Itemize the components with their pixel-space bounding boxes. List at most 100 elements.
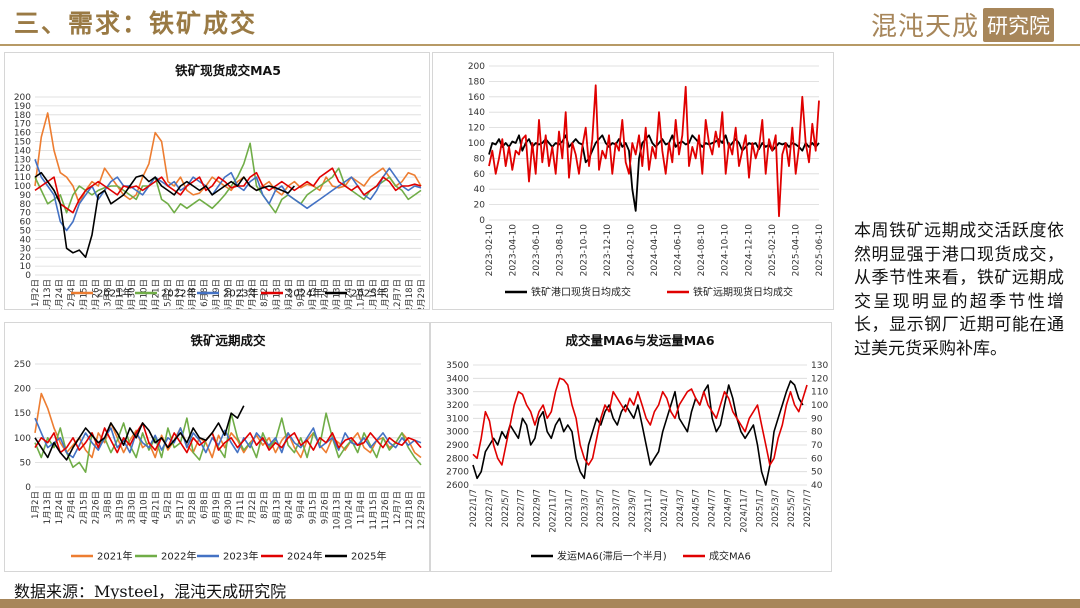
x-tick-label: 9月26日 [321, 491, 331, 524]
x-tick-label: 1月2日 [31, 491, 41, 519]
y-tick-label: 40 [474, 185, 486, 195]
x-tick-label: 12月7日 [393, 491, 403, 524]
x-tick-label: 2023/9/7 [628, 489, 638, 527]
x-tick-label: 3月19日 [115, 491, 125, 524]
x-tick-label: 2月4日 [67, 491, 77, 519]
x-tick-label: 5月28日 [188, 491, 198, 524]
series-line-3 [34, 422, 422, 454]
x-tick-label: 1月24日 [55, 279, 65, 309]
y-tick-label: 180 [14, 111, 31, 121]
y2-tick-label: 90 [811, 414, 823, 424]
y-tick-label: 60 [474, 170, 486, 180]
x-tick-label: 5月17日 [176, 279, 186, 309]
y-tick-label: 2600 [446, 481, 469, 491]
x-tick-label: 2024/1/7 [660, 489, 670, 527]
x-tick-label: 2024-02-10 [626, 224, 636, 277]
x-tick-label: 6月8日 [200, 491, 210, 519]
x-tick-label: 2月15日 [79, 491, 89, 524]
y-tick-label: 90 [20, 191, 32, 201]
chart-spot-ma5: 铁矿现货成交MA5 0102030405060708090100110120130… [14, 63, 427, 309]
y2-tick-label: 80 [811, 428, 823, 438]
x-tick-label: 8月24日 [284, 279, 294, 309]
x-tick-label: 2023-12-10 [603, 224, 613, 277]
x-tick-label: 8月13日 [272, 491, 282, 524]
y-tick-label: 160 [14, 129, 31, 139]
chart-panel-volume-shipment: 成交量MA6与发运量MA6 2600 2700 2800 2900 3000 3100 320… [430, 322, 832, 572]
x-tick-label: 4月21日 [152, 491, 162, 524]
page-title: 三、需求：铁矿成交 [14, 9, 258, 38]
chart-title: 铁矿远期成交 [190, 333, 266, 348]
y-tick-label: 190 [14, 102, 31, 112]
x-tick-label: 2024-06-10 [674, 224, 684, 277]
x-tick-label: 2023-10-10 [579, 224, 589, 277]
chart-panel-forward: 铁矿远期成交 0 50 100 150 200 250 1月2日 1月13日 1月24日 2月4日 2… [4, 322, 430, 572]
y-tick-label: 130 [14, 155, 31, 165]
x-tick-label: 2024/5/7 [692, 489, 702, 527]
x-tick-label: 12月18日 [405, 279, 415, 309]
y2-tick-label: 120 [811, 374, 828, 384]
series-line-1 [472, 377, 808, 466]
y-tick-label: 180 [468, 77, 485, 87]
x-tick-label: 3月8日 [103, 279, 113, 307]
legend-label: 2025年 [351, 287, 386, 300]
data-source: 数据来源：Mysteel，混沌天成研究院 [14, 582, 287, 601]
x-tick-label: 8月24日 [284, 491, 294, 524]
x-tick-label: 10月24日 [345, 491, 355, 530]
x-tick-label: 2023-02-10 [485, 224, 495, 277]
y-tick-label: 50 [20, 458, 32, 468]
x-tick-label: 7月11日 [236, 279, 246, 309]
y-tick-label: 160 [468, 93, 485, 103]
legend-label: 2021年 [97, 550, 132, 563]
x-tick-label: 3月8日 [103, 491, 113, 519]
series-line-0 [472, 380, 804, 486]
x-tick-label: 3月19日 [115, 279, 125, 309]
legend-label: 2024年 [287, 550, 322, 563]
x-tick-label: 2023/7/7 [612, 489, 622, 527]
legend-label: 成交MA6 [709, 550, 751, 563]
y-tick-label: 3200 [446, 401, 469, 411]
logo-text: 混沌天成 [870, 12, 979, 42]
y-tick-label: 70 [20, 209, 32, 219]
legend-label: 2023年 [223, 287, 258, 300]
y-tick-label: 3400 [446, 374, 469, 384]
logo-box: 研究院 [983, 7, 1054, 42]
x-tick-label: 9月4日 [296, 491, 306, 519]
x-tick-label: 11月15日 [369, 279, 379, 309]
x-tick-label: 6月30日 [224, 279, 234, 309]
y-tick-label: 0 [25, 483, 31, 493]
x-tick-label: 2023/3/7 [580, 489, 590, 527]
x-tick-label: 5月28日 [188, 279, 198, 309]
x-tick-label: 8月2日 [260, 491, 270, 519]
x-tick-label: 12月29日 [417, 279, 427, 309]
x-tick-label: 11月4日 [357, 279, 367, 309]
series-line-1 [488, 84, 820, 218]
x-tick-label: 2月26日 [91, 279, 101, 309]
x-tick-label: 5月2日 [164, 279, 174, 307]
y-tick-label: 20 [474, 201, 486, 211]
y-tick-label: 3500 [446, 361, 469, 371]
x-tick-label: 10月24日 [345, 279, 355, 309]
x-tick-label: 2月26日 [91, 491, 101, 524]
y-tick-label: 140 [468, 108, 485, 118]
legend-label: 2022年 [161, 287, 196, 300]
x-tick-label: 2023-06-10 [532, 224, 542, 277]
y-tick-label: 120 [468, 124, 485, 134]
x-tick-label: 7月22日 [248, 279, 258, 309]
y-tick-label: 120 [14, 164, 31, 174]
y-tick-label: 30 [20, 244, 32, 254]
y-tick-label: 3000 [446, 428, 469, 438]
y-tick-label: 250 [14, 360, 31, 370]
x-tick-label: 1月2日 [31, 279, 41, 307]
x-tick-label: 3月30日 [128, 491, 138, 524]
company-logo: 混沌天成 研究院 [871, 6, 1054, 43]
y-tick-label: 10 [20, 262, 32, 272]
y-tick-label: 20 [20, 253, 32, 263]
x-tick-label: 3月30日 [128, 279, 138, 309]
commentary-text: 本周铁矿远期成交活跃度依然明显强于港口现货成交，从季节性来看，铁矿远期成交呈现明… [854, 221, 1064, 359]
x-tick-label: 1月13日 [43, 279, 53, 309]
x-tick-label: 2023/5/7 [596, 489, 606, 527]
y-tick-label: 3300 [446, 388, 469, 398]
x-tick-label: 2025-04-10 [791, 224, 801, 277]
chart-title: 铁矿现货成交MA5 [175, 63, 281, 78]
chart-panel-spot-ma5: 铁矿现货成交MA5 0 10 20 30 40 50 60 70 80 90 100 110 120 130… [4, 52, 430, 310]
